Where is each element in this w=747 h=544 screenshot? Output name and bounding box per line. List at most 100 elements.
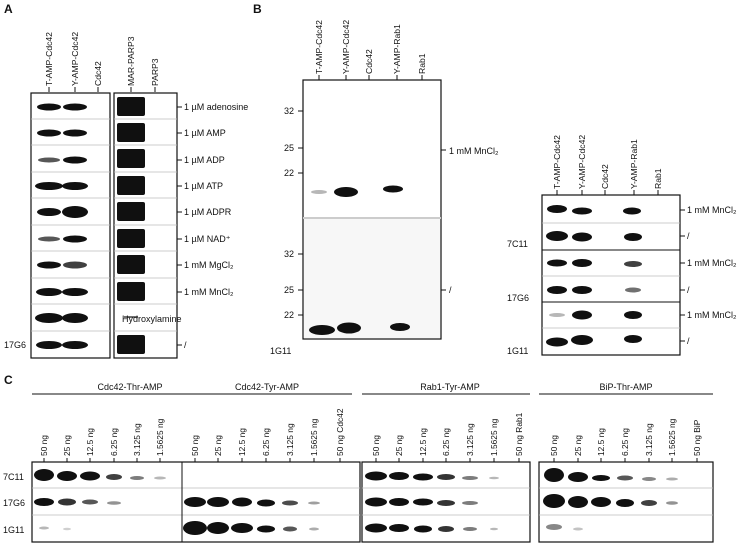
- panel-c-antibody-labels: 7C11 17G6 1G11: [3, 472, 25, 535]
- svg-text:Y-AMP-Rab1: Y-AMP-Rab1: [392, 24, 402, 74]
- panel-c-lane-label: 25 ng: [573, 435, 583, 462]
- condition-label: 1 µM adenosine: [184, 102, 248, 112]
- panel-c-lane-label: 12.5 ng: [85, 428, 95, 462]
- svg-text:50 ng Rab1: 50 ng Rab1: [514, 412, 524, 456]
- condition-label: 1 mM MnCl₂: [687, 205, 737, 215]
- panel-b: B T-AMP-Cdc42 Y-AMP-Cdc42 Cdc42 Y-AMP-Ra…: [253, 2, 737, 356]
- svg-text:Cdc42: Cdc42: [93, 61, 103, 86]
- mw-marker: 22: [284, 310, 294, 320]
- svg-text:12.5 ng: 12.5 ng: [596, 428, 606, 456]
- svg-text:6.25 ng: 6.25 ng: [261, 428, 271, 456]
- panel-a-lane-label: MAR-PARP3: [126, 36, 136, 92]
- panel-b-right-lane-label: Y-AMP-Cdc42: [577, 135, 587, 195]
- panel-b-right-lane-label: Rab1: [653, 168, 663, 195]
- svg-text:T-AMP-Cdc42: T-AMP-Cdc42: [44, 32, 54, 86]
- panel-b-left-condition-bottom: /: [449, 285, 452, 295]
- panel-c-bands: [34, 468, 678, 535]
- condition-label: 1 µM AMP: [184, 128, 226, 138]
- panel-b-right-lane-label: Y-AMP-Rab1: [629, 139, 639, 195]
- condition-label: 1 mM MnCl₂: [184, 287, 234, 297]
- panel-c-lane-label: 50 ng: [190, 435, 200, 462]
- panel-c-lane-label: 50 ng: [549, 435, 559, 462]
- panel-c-lane-label: 12.5 ng: [237, 428, 247, 462]
- panel-c-lane-label: 6.25 ng: [109, 428, 119, 462]
- panel-b-left-lane-label: Y-AMP-Cdc42: [341, 20, 351, 80]
- panel-b-mw-markers: 32 25 22 32 25 22: [284, 106, 303, 320]
- group-title: Cdc42-Tyr-AMP: [235, 382, 299, 392]
- svg-text:3.125 ng: 3.125 ng: [132, 423, 142, 456]
- condition-label: /: [184, 340, 187, 350]
- panel-c-lane-label: 50 ng: [371, 435, 381, 462]
- svg-text:50 ng: 50 ng: [39, 435, 49, 456]
- svg-text:12.5 ng: 12.5 ng: [237, 428, 247, 456]
- panel-a-lane-label: PARP3: [150, 58, 160, 92]
- panel-a-condition-labels: 1 µM adenosine 1 µM AMP 1 µM ADP 1 µM AT…: [122, 102, 248, 350]
- panel-c-lane-label: 3.125 ng: [465, 423, 475, 462]
- svg-text:50 ng Cdc42: 50 ng Cdc42: [335, 408, 345, 456]
- svg-text:50 ng: 50 ng: [371, 435, 381, 456]
- condition-label: 1 µM ATP: [184, 181, 223, 191]
- condition-label: 1 µM ADP: [184, 155, 225, 165]
- group-title: Cdc42-Thr-AMP: [97, 382, 162, 392]
- panel-b-right-antibody-label: 17G6: [507, 293, 529, 303]
- svg-text:Y-AMP-Cdc42: Y-AMP-Cdc42: [341, 20, 351, 74]
- panel-b-right-lane-label: Cdc42: [600, 164, 610, 195]
- mw-marker: 32: [284, 106, 294, 116]
- panel-c-lane-label: 12.5 ng: [596, 428, 606, 462]
- svg-text:3.125 ng: 3.125 ng: [465, 423, 475, 456]
- panel-c-lane-label: 3.125 ng: [285, 423, 295, 462]
- svg-text:T-AMP-Cdc42: T-AMP-Cdc42: [552, 135, 562, 189]
- panel-c-lane-label: 25 ng: [62, 435, 72, 462]
- mw-marker: 25: [284, 143, 294, 153]
- panel-a-bands: [35, 97, 145, 354]
- svg-text:50 ng BiP: 50 ng BiP: [692, 419, 702, 456]
- svg-text:1.5625 ng: 1.5625 ng: [155, 418, 165, 456]
- panel-b-left-lane-label: T-AMP-Cdc42: [314, 20, 324, 80]
- svg-text:12.5 ng: 12.5 ng: [418, 428, 428, 456]
- svg-text:Cdc42: Cdc42: [600, 164, 610, 189]
- panel-c-group-titles: Cdc42-Thr-AMP Cdc42-Tyr-AMP Rab1-Tyr-AMP…: [32, 382, 713, 395]
- panel-b-right-lane-label: T-AMP-Cdc42: [552, 135, 562, 195]
- panel-c-lane-label: 50 ng Cdc42: [335, 408, 345, 462]
- panel-a: A T-AMP-Cdc42 Y-AMP-Cdc42 Cdc42 MAR-PARP…: [4, 2, 248, 359]
- panel-b-right-blot: T-AMP-Cdc42 Y-AMP-Cdc42 Cdc42 Y-AMP-Rab1…: [507, 135, 737, 356]
- panel-c-lane-label: 6.25 ng: [441, 428, 451, 462]
- svg-text:6.25 ng: 6.25 ng: [441, 428, 451, 456]
- svg-text:Cdc42: Cdc42: [364, 49, 374, 74]
- condition-label: 1 mM MgCl₂: [184, 260, 234, 270]
- svg-text:25 ng: 25 ng: [573, 435, 583, 456]
- condition-label: 1 µM NAD⁺: [184, 234, 231, 244]
- condition-label: /: [687, 231, 690, 241]
- svg-text:Y-AMP-Rab1: Y-AMP-Rab1: [629, 139, 639, 189]
- panel-b-letter: B: [253, 2, 262, 16]
- panel-a-blot: [30, 92, 178, 359]
- panel-b-right-antibody-label: 1G11: [507, 346, 528, 356]
- panel-b-left-condition-top: 1 mM MnCl₂: [449, 146, 499, 156]
- svg-text:50 ng: 50 ng: [549, 435, 559, 456]
- panel-c-blots: [31, 461, 714, 543]
- panel-b-left-blot: T-AMP-Cdc42 Y-AMP-Cdc42 Cdc42 Y-AMP-Rab1…: [270, 20, 499, 356]
- condition-label: 1 µM ADPR: [184, 207, 232, 217]
- antibody-label: 7C11: [3, 472, 24, 482]
- condition-label: Hydroxylamine: [122, 314, 182, 324]
- panel-b-left-lane-label: Rab1: [417, 53, 427, 80]
- svg-text:3.125 ng: 3.125 ng: [644, 423, 654, 456]
- panel-c-lane-label: 3.125 ng: [132, 423, 142, 462]
- condition-label: 1 mM MnCl₂: [687, 258, 737, 268]
- panel-c-lane-label: 50 ng: [39, 435, 49, 462]
- svg-text:1.5625 ng: 1.5625 ng: [489, 418, 499, 456]
- panel-c-lane-label: 1.5625 ng: [309, 418, 319, 462]
- antibody-label: 17G6: [3, 498, 25, 508]
- svg-text:Rab1: Rab1: [653, 168, 663, 189]
- panel-c-lane-label: 1.5625 ng: [667, 418, 677, 462]
- svg-text:Y-AMP-Cdc42: Y-AMP-Cdc42: [577, 135, 587, 189]
- panel-c-lane-label: 12.5 ng: [418, 428, 428, 462]
- panel-a-lane-label: Y-AMP-Cdc42: [70, 32, 80, 92]
- panel-c-lane-labels: 50 ng 25 ng 12.5 ng 6.25 ng 3.125 ng 1.5…: [39, 408, 702, 462]
- panel-a-letter: A: [4, 2, 13, 16]
- panel-b-left-antibody-label: 1G11: [270, 346, 291, 356]
- svg-text:50 ng: 50 ng: [190, 435, 200, 456]
- svg-text:25 ng: 25 ng: [62, 435, 72, 456]
- svg-text:T-AMP-Cdc42: T-AMP-Cdc42: [314, 20, 324, 74]
